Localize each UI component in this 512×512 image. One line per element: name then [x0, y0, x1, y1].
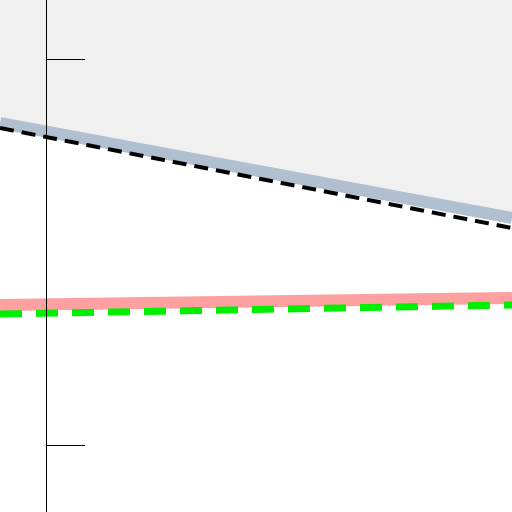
band-line	[0, 117, 512, 224]
shaded-region	[0, 0, 512, 214]
green-dashed-line	[0, 301, 512, 318]
pink-line	[0, 292, 512, 311]
